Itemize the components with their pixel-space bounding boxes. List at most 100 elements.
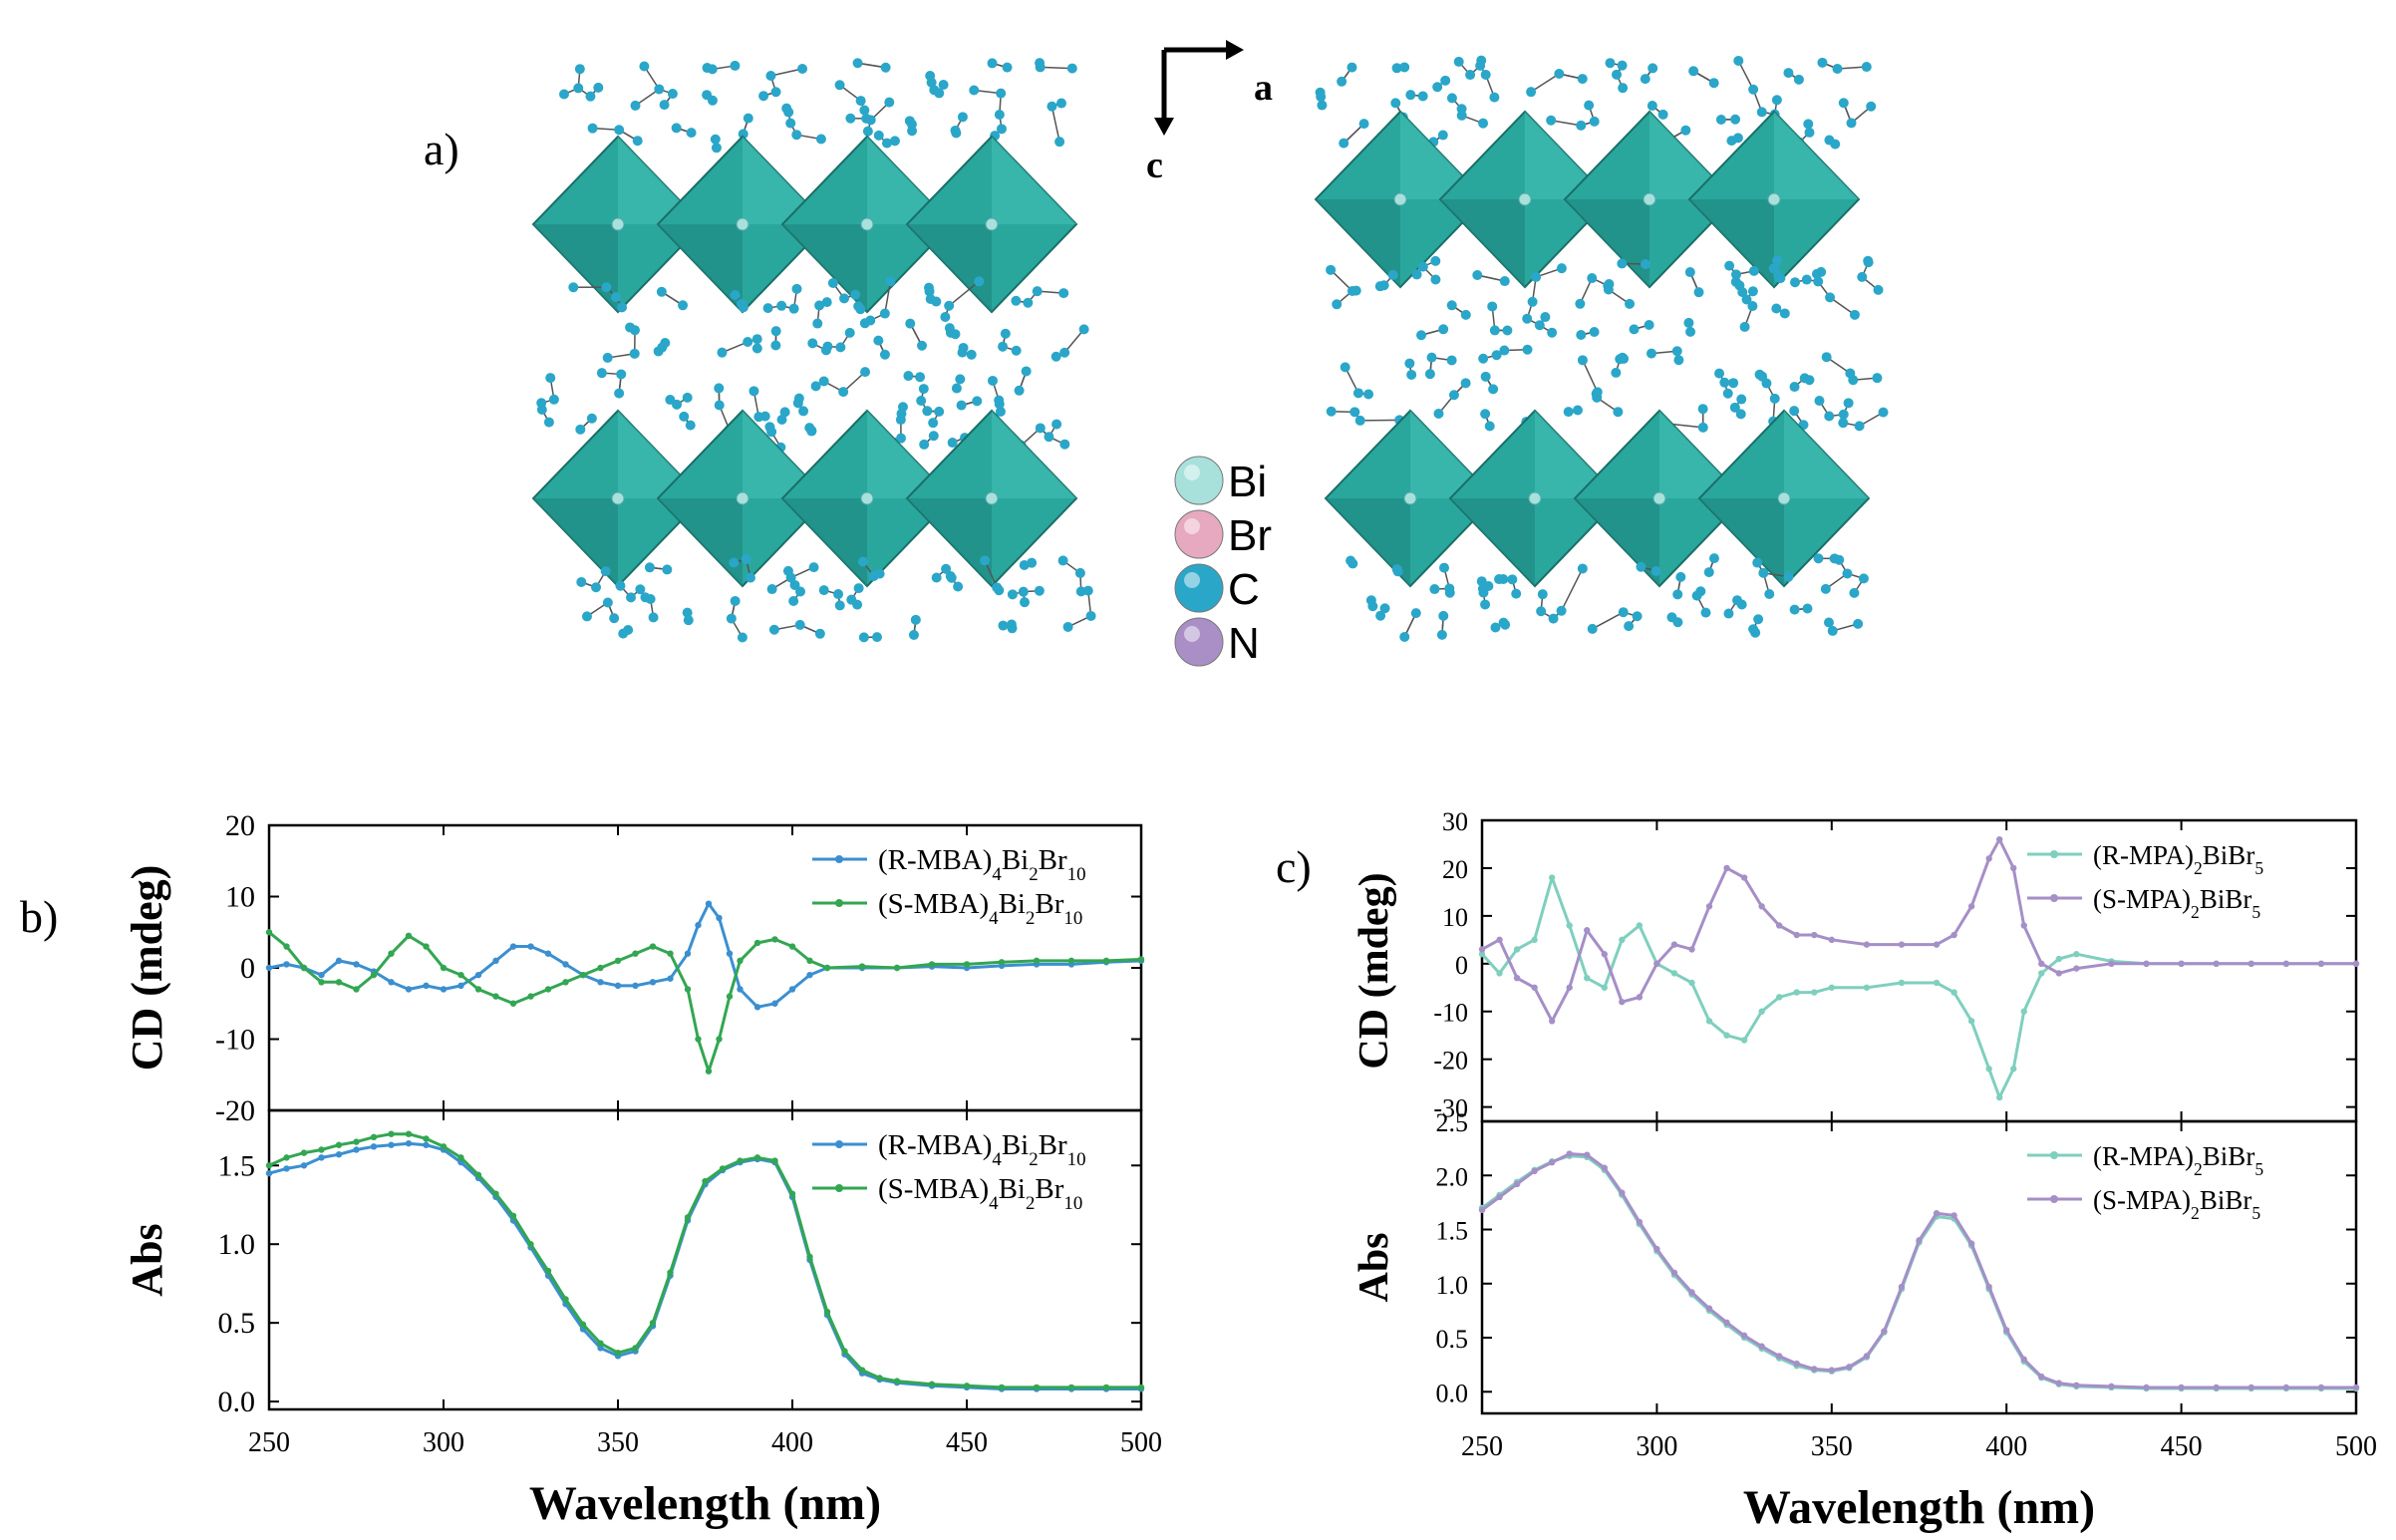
data-point (527, 1241, 534, 1248)
carbon-atom (1054, 137, 1065, 148)
chart-legend: (R-MBA)4Bi2Br10(S-MBA)4Bi2Br10 (812, 844, 1085, 929)
carbon-atom (1846, 118, 1857, 129)
carbon-atom (1866, 101, 1877, 112)
carbon-atom (1640, 258, 1650, 269)
data-point (719, 1165, 727, 1172)
carbon-atom (770, 87, 781, 98)
carbon-atom (1547, 327, 1558, 338)
carbon-atom (1575, 298, 1586, 309)
carbon-atom (1730, 114, 1741, 125)
data-point (1775, 922, 1783, 929)
carbon-atom (1478, 118, 1489, 129)
data-point (1811, 1366, 1818, 1373)
data-point (1496, 970, 1503, 977)
carbon-atom (916, 395, 927, 406)
data-point (1636, 994, 1644, 1001)
carbon-atom (1741, 294, 1752, 305)
data-point (753, 1154, 761, 1161)
carbon-atom (1499, 345, 1510, 356)
carbon-atom (1404, 358, 1415, 369)
carbon-atom (938, 80, 949, 91)
carbon-atom (1789, 604, 1800, 615)
data-point (2247, 1384, 2254, 1391)
y-tick-label: 1.5 (1436, 1217, 1469, 1246)
carbon-atom (1354, 415, 1365, 426)
data-point (405, 1130, 413, 1137)
carbon-atom (1358, 119, 1369, 130)
carbon-atom (1861, 62, 1872, 73)
carbon-atom (1475, 60, 1486, 71)
carbon-atom (871, 632, 882, 643)
carbon-atom (1438, 610, 1449, 621)
carbon-atom (1688, 66, 1699, 77)
y-tick-label: 1.0 (218, 1228, 256, 1261)
carbon-atom (630, 100, 641, 111)
data-point (509, 943, 517, 950)
carbon-atom (1446, 93, 1457, 104)
data-point (2055, 1380, 2063, 1386)
y-tick-label: -30 (1433, 1094, 1468, 1123)
data-point (695, 921, 702, 929)
carbon-atom (1647, 101, 1657, 112)
carbon-atom (1047, 101, 1057, 112)
carbon-atom (852, 58, 863, 69)
carbon-atom (941, 563, 952, 574)
carbon-atom (910, 614, 921, 625)
carbon-atom (1059, 347, 1070, 358)
carbon-atom (781, 103, 792, 114)
carbon-atom (1522, 344, 1533, 355)
carbon-atom (879, 349, 890, 360)
carbon-atom (1436, 629, 1447, 640)
carbon-atom (1728, 378, 1739, 389)
data-point (1688, 979, 1695, 987)
carbon-atom (1863, 255, 1874, 266)
carbon-atom (1465, 70, 1476, 81)
carbon-atom (1617, 352, 1628, 363)
carbon-atom (581, 611, 592, 622)
carbon-atom (1801, 274, 1812, 285)
carbon-atom (1722, 388, 1733, 399)
data-point (823, 1308, 831, 1316)
data-point (998, 959, 1006, 966)
organic-layer (1326, 255, 1884, 341)
carbon-atom (1489, 92, 1500, 103)
data-point (649, 943, 657, 950)
y-tick-label: 0.5 (218, 1307, 256, 1340)
data-point (492, 957, 499, 965)
y-axis-label: Abs (123, 1223, 171, 1296)
legend-label: C (1228, 565, 1260, 614)
carbon-atom (1023, 297, 1034, 308)
carbon-atom (1617, 60, 1628, 71)
data-point (1653, 1245, 1660, 1253)
carbon-atom (791, 130, 802, 141)
carbon-atom (1346, 555, 1356, 566)
data-point (2038, 960, 2045, 968)
carbon-atom (702, 90, 713, 101)
carbon-atom (1618, 607, 1629, 618)
carbon-atom (1793, 74, 1804, 85)
carbon-atom (632, 136, 643, 147)
data-point (1067, 1384, 1075, 1391)
carbon-atom (1491, 350, 1502, 361)
data-point (2073, 1382, 2080, 1388)
carbon-atom (1820, 583, 1831, 594)
carbon-atom (1379, 603, 1390, 614)
carbon-atom (1673, 355, 1684, 366)
data-point (1531, 936, 1538, 944)
data-point (1758, 903, 1765, 910)
carbon-atom (931, 572, 942, 583)
carbon-atom (940, 312, 951, 323)
carbon-atom (1577, 563, 1588, 574)
data-point (579, 971, 587, 979)
data-point (1601, 1164, 1608, 1171)
carbon-atom (686, 128, 697, 139)
carbon-atom (743, 337, 753, 348)
chart-c-abs: 250 300 350 400 450 500 2.5 2.0 1.5 1.0 0.5 0.0 Abs W… (1351, 1108, 2377, 1534)
carbon-atom (951, 128, 962, 139)
data-point (597, 979, 604, 986)
carbon-atom (1636, 561, 1647, 572)
data-point (1619, 936, 1626, 944)
carbon-atom (610, 292, 621, 303)
data-point (1863, 941, 1871, 948)
